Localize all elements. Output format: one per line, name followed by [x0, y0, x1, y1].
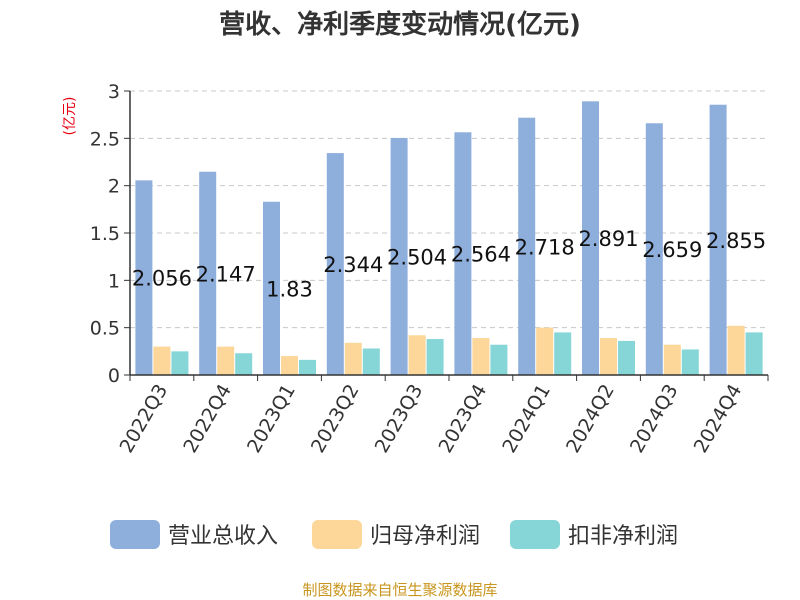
bar-2023Q4-series2: [472, 338, 490, 375]
bar-2022Q4-series1: [199, 171, 217, 375]
x-tick-label: 2023Q4: [434, 381, 491, 457]
data-label: 2.056: [132, 267, 192, 291]
bar-2022Q3-series1: [135, 180, 153, 375]
y-tick-label: 0.5: [90, 318, 120, 340]
bar-2024Q2-series3: [618, 340, 635, 375]
bar-2023Q4-series1: [454, 132, 472, 375]
bar-2023Q1-series1: [263, 201, 280, 375]
bar-2024Q1-series1: [518, 117, 536, 376]
bar-2024Q3-series2: [663, 344, 681, 375]
bar-2023Q3-series2: [408, 335, 426, 375]
legend-swatch[interactable]: [312, 520, 362, 549]
data-source-note: 制图数据来自恒生聚源数据库: [302, 581, 497, 599]
y-tick-label: 2.5: [90, 128, 120, 150]
x-tick-label: 2023Q1: [243, 381, 300, 457]
x-tick-label: 2023Q2: [307, 381, 364, 457]
bar-2024Q1-series3: [554, 332, 572, 375]
x-tick-label: 2024Q2: [562, 381, 619, 457]
bar-2024Q2-series1: [582, 101, 599, 375]
bar-2022Q4-series3: [235, 353, 253, 375]
bar-2023Q4-series3: [490, 344, 508, 375]
data-label: 2.659: [642, 238, 702, 262]
legend-swatch[interactable]: [110, 520, 160, 549]
bar-2023Q2-series3: [362, 348, 380, 375]
x-tick-label: 2024Q1: [498, 381, 555, 457]
data-label: 2.718: [515, 235, 575, 259]
legend[interactable]: 营业总收入 归母净利润 扣非净利润: [110, 520, 678, 549]
grid-lines: [130, 90, 768, 329]
bar-2022Q3-series3: [171, 351, 189, 375]
bar-2024Q2-series2: [600, 338, 617, 375]
y-tick-label: 2: [108, 176, 120, 198]
data-label: 2.891: [578, 227, 638, 251]
bar-2024Q3-series3: [681, 349, 699, 375]
y-axis-label: (亿元): [62, 97, 78, 136]
data-label: 2.504: [387, 245, 447, 269]
legend-label[interactable]: 扣非净利润: [568, 524, 678, 549]
x-tick-label: 2022Q4: [179, 381, 236, 457]
bar-2024Q1-series2: [536, 327, 554, 375]
bar-2024Q4-series1: [709, 104, 727, 375]
data-label: 2.147: [196, 262, 256, 286]
bar-2023Q3-series1: [390, 137, 408, 375]
bar-2024Q4-series3: [745, 332, 763, 375]
data-label: 2.564: [451, 243, 511, 267]
chart-title: 营收、净利季度变动情况(亿元): [219, 9, 581, 40]
legend-swatch[interactable]: [510, 520, 560, 549]
bar-2024Q3-series1: [645, 123, 663, 375]
bar-2024Q4-series2: [727, 325, 745, 375]
y-tick-label: 0: [108, 365, 120, 387]
bar-2023Q1-series2: [281, 356, 298, 375]
data-label: 2.855: [706, 229, 766, 253]
x-tick-label: 2024Q3: [626, 381, 683, 457]
x-tick-label: 2023Q3: [371, 381, 428, 457]
bar-2022Q4-series2: [217, 346, 235, 375]
bar-2022Q3-series2: [153, 346, 171, 375]
bar-2023Q3-series3: [426, 339, 444, 375]
legend-label[interactable]: 归母净利润: [370, 524, 480, 549]
y-tick-label: 3: [108, 81, 120, 103]
bar-2023Q2-series2: [344, 342, 362, 375]
data-label: 1.83: [266, 277, 313, 301]
bar-2023Q2-series1: [326, 153, 344, 375]
x-tick-label: 2024Q4: [690, 381, 747, 457]
bar-2023Q1-series3: [299, 359, 316, 375]
y-tick-label: 1: [108, 270, 120, 292]
bars: [135, 101, 763, 376]
y-tick-label: 1.5: [90, 223, 120, 245]
legend-label[interactable]: 营业总收入: [168, 524, 278, 549]
x-tick-label: 2022Q3: [115, 381, 172, 457]
data-label: 2.344: [323, 253, 383, 277]
